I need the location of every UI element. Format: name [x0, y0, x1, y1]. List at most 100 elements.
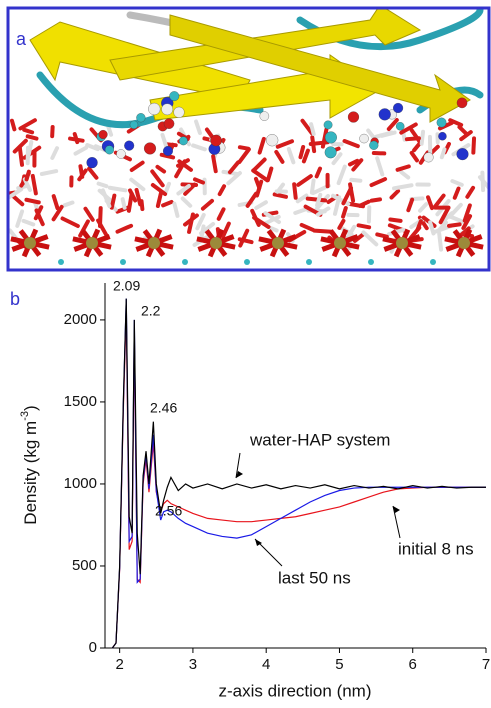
water-stick	[446, 222, 462, 228]
water-stick	[452, 186, 461, 200]
atom	[210, 134, 222, 147]
water-stick	[471, 136, 477, 155]
water-stick	[295, 193, 309, 204]
atom	[161, 103, 174, 116]
water-stick	[263, 211, 281, 225]
x-tick-label: 5	[335, 656, 343, 673]
water-stick	[415, 219, 423, 232]
water-stick	[115, 205, 131, 214]
label-arrow	[392, 505, 401, 539]
series-line	[111, 298, 486, 649]
water-stick	[437, 231, 444, 252]
y-label-sup: -3	[19, 411, 31, 421]
water-stick	[9, 118, 17, 132]
peak-annotation: 2.2	[141, 303, 161, 319]
water-stick	[388, 217, 403, 223]
atom	[129, 120, 139, 129]
water-stick	[100, 188, 112, 209]
atom	[173, 106, 185, 118]
water-stick	[461, 214, 473, 231]
water-stick	[412, 140, 423, 153]
series-label: water-HAP system	[249, 430, 390, 449]
calcium	[368, 259, 374, 265]
water-stick	[418, 202, 429, 213]
water-stick	[336, 164, 347, 186]
water-stick	[211, 154, 218, 174]
water-stick	[447, 202, 463, 219]
atom	[393, 102, 404, 114]
atom	[179, 136, 188, 146]
water-stick	[341, 186, 354, 206]
water-stick	[347, 158, 360, 167]
atom	[259, 111, 270, 121]
water-stick	[351, 158, 364, 172]
water-stick	[356, 223, 372, 230]
y-tick-label: 2000	[64, 311, 97, 328]
water-stick	[192, 177, 205, 185]
water-stick	[129, 177, 146, 192]
water-stick	[395, 164, 411, 172]
water-stick	[352, 232, 365, 243]
atom	[169, 91, 180, 102]
water-stick	[115, 223, 134, 234]
water-stick	[172, 201, 180, 218]
calcium	[120, 259, 126, 265]
water-stick	[349, 177, 363, 183]
water-stick	[255, 179, 264, 198]
water-stick	[265, 166, 274, 183]
calcium	[58, 259, 64, 265]
water-stick	[263, 214, 281, 226]
water-stick	[369, 197, 383, 203]
water-stick	[191, 143, 207, 152]
arrow-head	[236, 471, 243, 478]
water-stick	[163, 181, 171, 196]
water-stick	[109, 193, 117, 210]
water-stick	[159, 152, 176, 160]
water-stick	[106, 124, 114, 137]
water-stick	[298, 144, 306, 160]
water-stick	[180, 196, 193, 208]
water-stick	[251, 168, 270, 183]
water-stick	[316, 206, 331, 217]
water-stick	[199, 221, 216, 236]
water-stick	[176, 183, 191, 196]
water-stick	[15, 209, 25, 228]
water-stick	[341, 206, 348, 219]
water-stick	[448, 214, 466, 224]
series-line	[111, 311, 486, 649]
water-stick	[155, 190, 164, 209]
atom	[347, 111, 360, 123]
series-label: last 50 ns	[278, 568, 351, 587]
water-stick	[129, 160, 145, 173]
water-stick	[134, 187, 143, 207]
phosphorus	[210, 237, 222, 249]
water-stick	[309, 122, 316, 136]
water-stick	[252, 215, 271, 229]
water-stick	[312, 228, 334, 234]
arrow-head	[393, 506, 400, 513]
atom	[436, 117, 447, 128]
panel-b-label: b	[10, 289, 20, 309]
water-stick	[375, 232, 389, 239]
water-stick	[96, 181, 109, 189]
water-stick	[399, 170, 411, 180]
water-stick	[392, 183, 414, 191]
water-stick	[194, 119, 202, 136]
atom	[378, 108, 391, 121]
water-stick	[237, 147, 251, 164]
water-stick	[419, 129, 426, 146]
water-stick	[126, 191, 134, 213]
water-stick	[177, 159, 193, 172]
water-stick	[450, 179, 464, 187]
water-stick	[155, 164, 167, 174]
phosphorus	[86, 237, 98, 249]
water-stick	[226, 171, 242, 186]
panel-a-label: a	[16, 29, 27, 49]
atom	[323, 120, 333, 130]
water-stick	[342, 139, 360, 149]
water-stick	[183, 213, 199, 227]
atom	[324, 131, 337, 144]
water-stick	[462, 203, 472, 223]
water-stick	[25, 134, 39, 141]
